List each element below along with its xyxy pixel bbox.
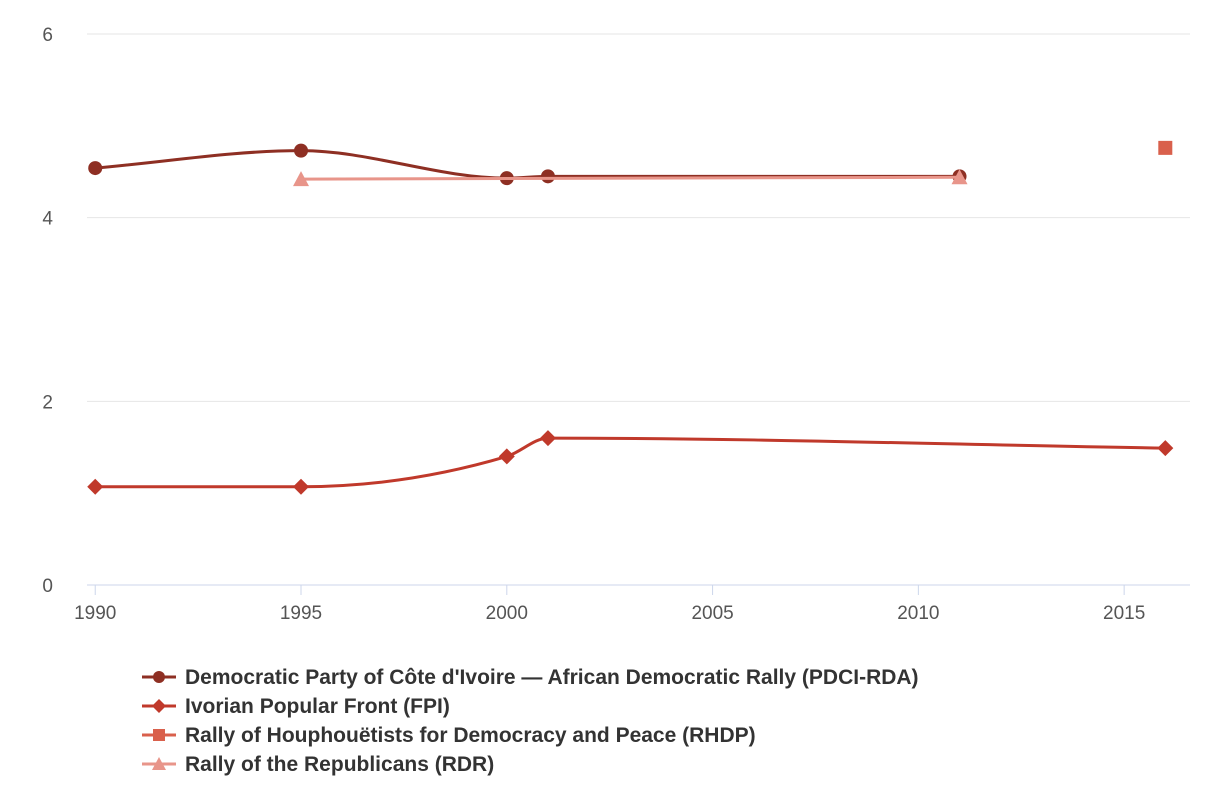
- series-4: [293, 169, 968, 187]
- data-point: [1157, 440, 1174, 457]
- x-tick-label: 1990: [74, 603, 116, 624]
- x-axis: 1990 1995 2000 2005 2010 2015: [74, 584, 1190, 624]
- data-point: [539, 430, 556, 447]
- data-point: [294, 143, 309, 158]
- y-tick-label: 6: [42, 25, 53, 46]
- data-point: [293, 171, 310, 187]
- data-point: [88, 161, 103, 176]
- series-layer: [87, 140, 1174, 495]
- x-tick-label: 2000: [486, 603, 528, 624]
- legend-item[interactable]: Rally of the Republicans (RDR): [142, 753, 494, 776]
- x-tick-label: 2010: [897, 603, 939, 624]
- series-line: [299, 175, 962, 181]
- y-axis-labels: 0 2 4 6: [42, 25, 53, 597]
- legend[interactable]: Democratic Party of Côte d'Ivoire — Afri…: [142, 666, 919, 776]
- data-point: [87, 478, 104, 495]
- x-tick-label: 2015: [1103, 603, 1145, 624]
- legend-symbol: [152, 699, 166, 713]
- series-3: [1158, 140, 1173, 155]
- x-tick-label: 2005: [691, 603, 733, 624]
- legend-item[interactable]: Ivorian Popular Front (FPI): [142, 695, 450, 718]
- legend-symbol: [152, 757, 166, 770]
- series-line: [93, 149, 962, 180]
- data-point: [293, 478, 310, 495]
- y-tick-label: 2: [42, 392, 53, 413]
- x-tick-label: 1995: [280, 603, 322, 624]
- y-tick-label: 0: [42, 576, 53, 597]
- legend-label: Rally of Houphouëtists for Democracy and…: [185, 724, 756, 747]
- legend-item[interactable]: Democratic Party of Côte d'Ivoire — Afri…: [142, 666, 919, 689]
- legend-symbol: [153, 671, 165, 683]
- legend-label: Democratic Party of Côte d'Ivoire — Afri…: [185, 666, 919, 689]
- legend-label: Rally of the Republicans (RDR): [185, 753, 494, 776]
- series-2: [87, 430, 1174, 495]
- data-point: [1158, 140, 1173, 155]
- legend-symbol: [153, 729, 165, 741]
- series-line: [93, 436, 1167, 489]
- y-tick-label: 4: [42, 209, 53, 230]
- legend-item[interactable]: Rally of Houphouëtists for Democracy and…: [142, 724, 756, 747]
- data-point: [540, 169, 555, 184]
- legend-label: Ivorian Popular Front (FPI): [185, 695, 450, 718]
- data-point: [951, 169, 968, 185]
- gridlines: [87, 33, 1190, 402]
- data-point: [498, 448, 515, 465]
